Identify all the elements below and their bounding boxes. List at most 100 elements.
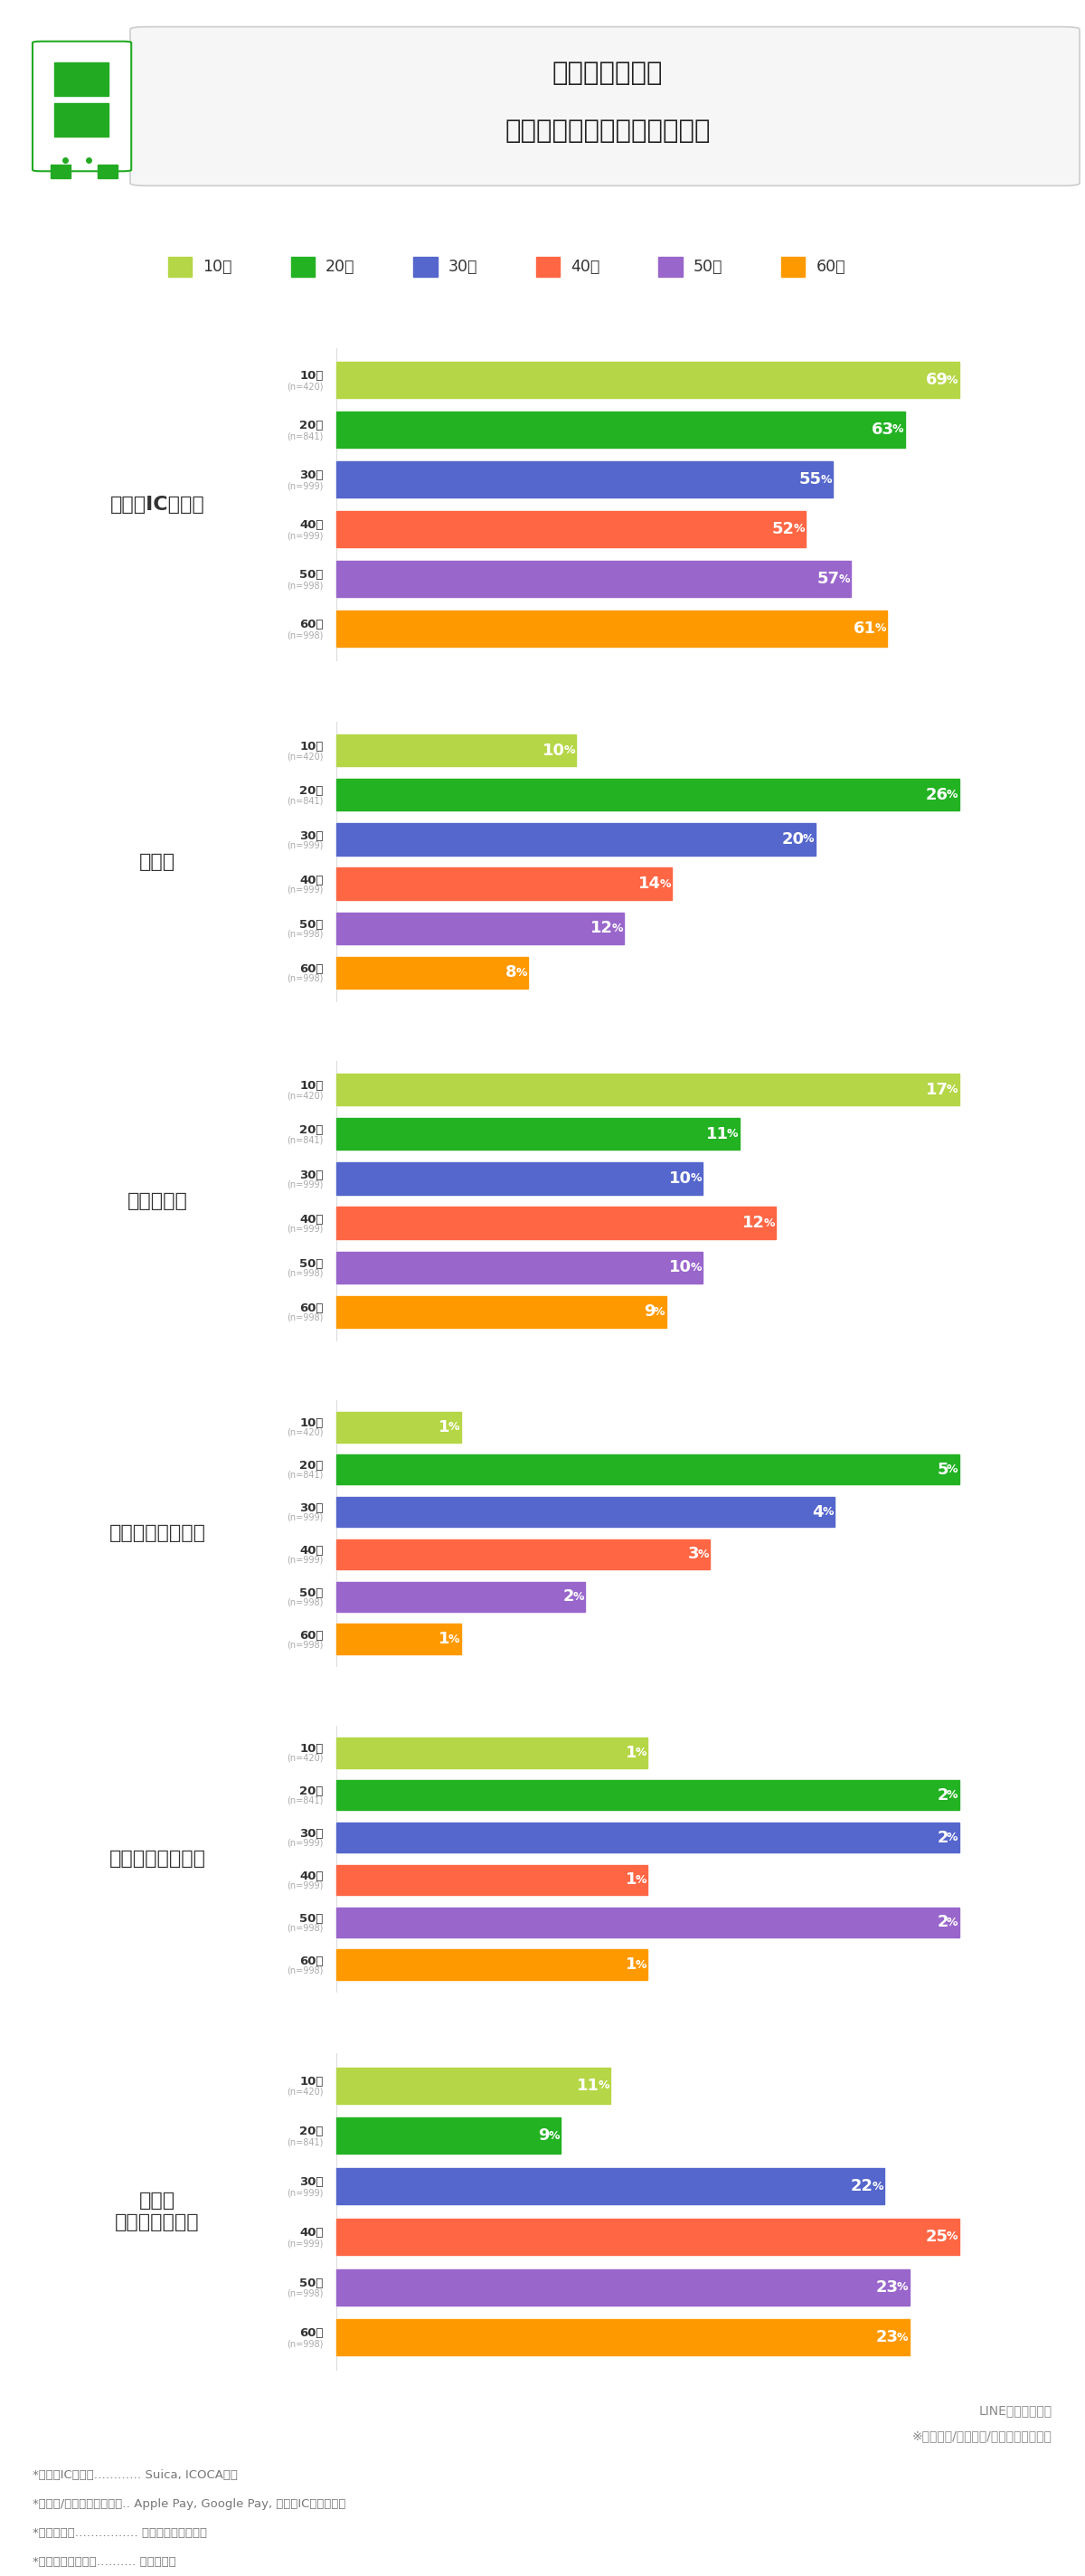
Text: %: % <box>563 744 575 757</box>
Text: (n=999): (n=999) <box>286 2239 323 2249</box>
Text: %: % <box>448 1422 460 1432</box>
Text: 40代: 40代 <box>299 2226 323 2239</box>
Text: 50代: 50代 <box>299 1257 323 1270</box>
Text: %: % <box>872 2179 883 2192</box>
Bar <box>336 1162 703 1195</box>
Text: 40代: 40代 <box>299 1213 323 1226</box>
Text: 20代: 20代 <box>299 786 323 796</box>
Bar <box>336 1074 959 1105</box>
Text: %: % <box>660 878 671 889</box>
Text: スマホ: スマホ <box>139 853 176 871</box>
Text: (n=998): (n=998) <box>286 580 323 590</box>
Text: 20代: 20代 <box>299 420 323 433</box>
Bar <box>336 1736 648 1767</box>
Text: (n=420): (n=420) <box>286 1427 323 1437</box>
Text: 10: 10 <box>669 1260 692 1275</box>
Text: %: % <box>653 1306 665 1319</box>
Text: 30代: 30代 <box>299 829 323 842</box>
Text: 20: 20 <box>782 832 804 848</box>
Bar <box>336 611 886 647</box>
Text: (n=420): (n=420) <box>286 752 323 760</box>
Bar <box>51 165 71 178</box>
Text: %: % <box>690 1172 702 1185</box>
Text: (n=998): (n=998) <box>286 1641 323 1649</box>
Text: %: % <box>636 1875 647 1886</box>
Text: 10: 10 <box>669 1170 692 1188</box>
Text: 10: 10 <box>542 742 565 757</box>
Text: *クレジットカード‥‥‥‥‥ タッチ決済: *クレジットカード‥‥‥‥‥ タッチ決済 <box>33 2555 176 2568</box>
Text: *交通系ICカード‥‥‥‥‥‥ Suica, ICOCAなど: *交通系ICカード‥‥‥‥‥‥ Suica, ICOCAなど <box>33 2470 238 2481</box>
Text: 10代: 10代 <box>299 371 323 381</box>
Text: (n=841): (n=841) <box>286 1795 323 1806</box>
Text: %: % <box>727 1128 738 1141</box>
Bar <box>336 2069 611 2105</box>
Text: 69: 69 <box>926 371 948 389</box>
Text: (n=998): (n=998) <box>286 2290 323 2298</box>
Bar <box>336 562 851 598</box>
Text: (n=999): (n=999) <box>286 1839 323 1847</box>
Text: 50代: 50代 <box>299 1914 323 1924</box>
Text: %: % <box>598 2079 610 2092</box>
Text: 30代: 30代 <box>299 1170 323 1180</box>
Text: スマートウォッチ: スマートウォッチ <box>108 1525 206 1543</box>
Text: %: % <box>946 788 958 801</box>
Text: 5: 5 <box>936 1461 948 1479</box>
Text: (n=420): (n=420) <box>286 1090 323 1100</box>
Text: 20代: 20代 <box>299 1785 323 1798</box>
Text: %: % <box>946 1832 958 1844</box>
Bar <box>336 2169 884 2205</box>
Text: %: % <box>893 425 904 435</box>
Text: 61: 61 <box>854 621 876 636</box>
Text: 60代: 60代 <box>299 618 323 631</box>
Text: 60代: 60代 <box>299 2329 323 2339</box>
Text: 40代: 40代 <box>571 258 600 276</box>
Text: %: % <box>636 1958 647 1971</box>
Text: 1: 1 <box>626 1744 637 1762</box>
Text: %: % <box>448 1633 460 1646</box>
Text: (n=841): (n=841) <box>286 796 323 806</box>
Text: %: % <box>636 1747 647 1759</box>
Text: 10代: 10代 <box>203 258 232 276</box>
Text: 12: 12 <box>742 1216 765 1231</box>
Text: 1: 1 <box>438 1631 450 1649</box>
Text: (n=998): (n=998) <box>286 974 323 984</box>
Text: 交通系ICカード: 交通系ICカード <box>110 495 205 513</box>
Bar <box>98 165 117 178</box>
Text: 50代: 50代 <box>299 569 323 580</box>
Bar <box>336 956 528 989</box>
Bar <box>336 912 624 945</box>
Text: %: % <box>897 2331 908 2344</box>
Text: 30代: 30代 <box>299 469 323 482</box>
Bar <box>336 1780 959 1811</box>
Text: 30代: 30代 <box>448 258 477 276</box>
Text: 10代: 10代 <box>299 742 323 752</box>
Bar <box>336 1455 959 1484</box>
Text: 50代: 50代 <box>299 1587 323 1600</box>
Text: 26: 26 <box>926 786 948 804</box>
Text: 17: 17 <box>926 1082 948 1097</box>
Bar <box>336 1118 739 1149</box>
Text: %: % <box>946 1790 958 1801</box>
Text: 8: 8 <box>506 963 518 981</box>
Text: %: % <box>515 966 527 979</box>
Text: 4: 4 <box>813 1504 824 1520</box>
Text: (n=999): (n=999) <box>286 1880 323 1891</box>
Text: 52: 52 <box>773 520 795 538</box>
Bar <box>54 103 108 137</box>
Text: %: % <box>690 1262 702 1273</box>
Text: *磁気乗車券‥‥‥‥‥‥‥‥ 紙のきっぷ・回数券: *磁気乗車券‥‥‥‥‥‥‥‥ 紙のきっぷ・回数券 <box>33 2527 207 2540</box>
Text: 2: 2 <box>936 1914 948 1929</box>
Bar <box>336 2318 909 2354</box>
Text: 改札での運賃支払い方法は？: 改札での運賃支払い方法は？ <box>505 118 711 144</box>
Text: 11: 11 <box>577 2076 600 2094</box>
Text: %: % <box>946 1917 958 1929</box>
Text: 50代: 50代 <box>693 258 723 276</box>
Text: 14: 14 <box>638 876 661 891</box>
Text: (n=999): (n=999) <box>286 1512 323 1522</box>
Bar <box>336 1950 648 1981</box>
Text: 40代: 40代 <box>299 873 323 886</box>
Text: (n=998): (n=998) <box>286 1314 323 1321</box>
Text: 60代: 60代 <box>299 1303 323 1314</box>
Text: ※複数回答/全体降順/「その他」を除く: ※複数回答/全体降順/「その他」を除く <box>912 2429 1052 2442</box>
Text: 40代: 40代 <box>299 520 323 531</box>
